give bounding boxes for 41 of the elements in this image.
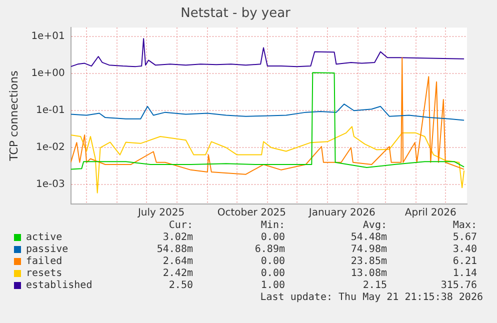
text: 2.15 [362, 280, 387, 291]
text: 1.00 [260, 280, 285, 291]
x-tick-label: October 2025 [217, 208, 286, 219]
text: 23.85m [350, 256, 387, 267]
legend-label: active [26, 232, 62, 243]
legend-label: passive [26, 244, 68, 255]
text: 6.21 [452, 256, 477, 267]
text: 315.76 [440, 280, 477, 291]
text: 2.42m [162, 268, 193, 279]
x-tick-label: July 2025 [136, 208, 185, 219]
text: 1.14 [452, 268, 477, 279]
text: Cur: [168, 220, 193, 231]
text: Min: [260, 220, 285, 231]
text: 0.00 [260, 232, 285, 243]
text: 54.88m [156, 244, 193, 255]
x-tick-label: April 2026 [404, 208, 456, 219]
y-tick-label: 1e-02 [36, 142, 65, 154]
text: 5.67 [452, 232, 477, 243]
text: 3.02m [162, 232, 193, 243]
text: Last update: Thu May 21 21:15:38 2026 [260, 292, 483, 303]
text: Max: [452, 220, 477, 231]
y-tick-label: 1e+01 [31, 31, 65, 42]
legend-label: resets [26, 268, 62, 279]
text: 3.40 [452, 244, 477, 255]
legend-label: established [26, 280, 92, 291]
text: 0.00 [260, 268, 285, 279]
text: 0.00 [260, 256, 285, 267]
y-tick-label: 1e+00 [31, 68, 65, 80]
y-tick-label: 1e-01 [36, 105, 65, 116]
text: 2.50 [168, 280, 193, 291]
text: 6.89m [254, 244, 285, 255]
chart-title: Netstat - by year [180, 6, 292, 22]
text: 74.98m [350, 244, 387, 255]
y-axis-title: TCP connections [7, 70, 20, 162]
text: 54.48m [350, 232, 387, 243]
text: 2.64m [162, 256, 193, 267]
text: Avg: [362, 220, 387, 231]
x-tick-label: January 2026 [308, 208, 376, 219]
y-tick-label: 1e-03 [36, 179, 65, 190]
text: 13.08m [350, 268, 387, 279]
legend-label: failed [26, 256, 62, 267]
